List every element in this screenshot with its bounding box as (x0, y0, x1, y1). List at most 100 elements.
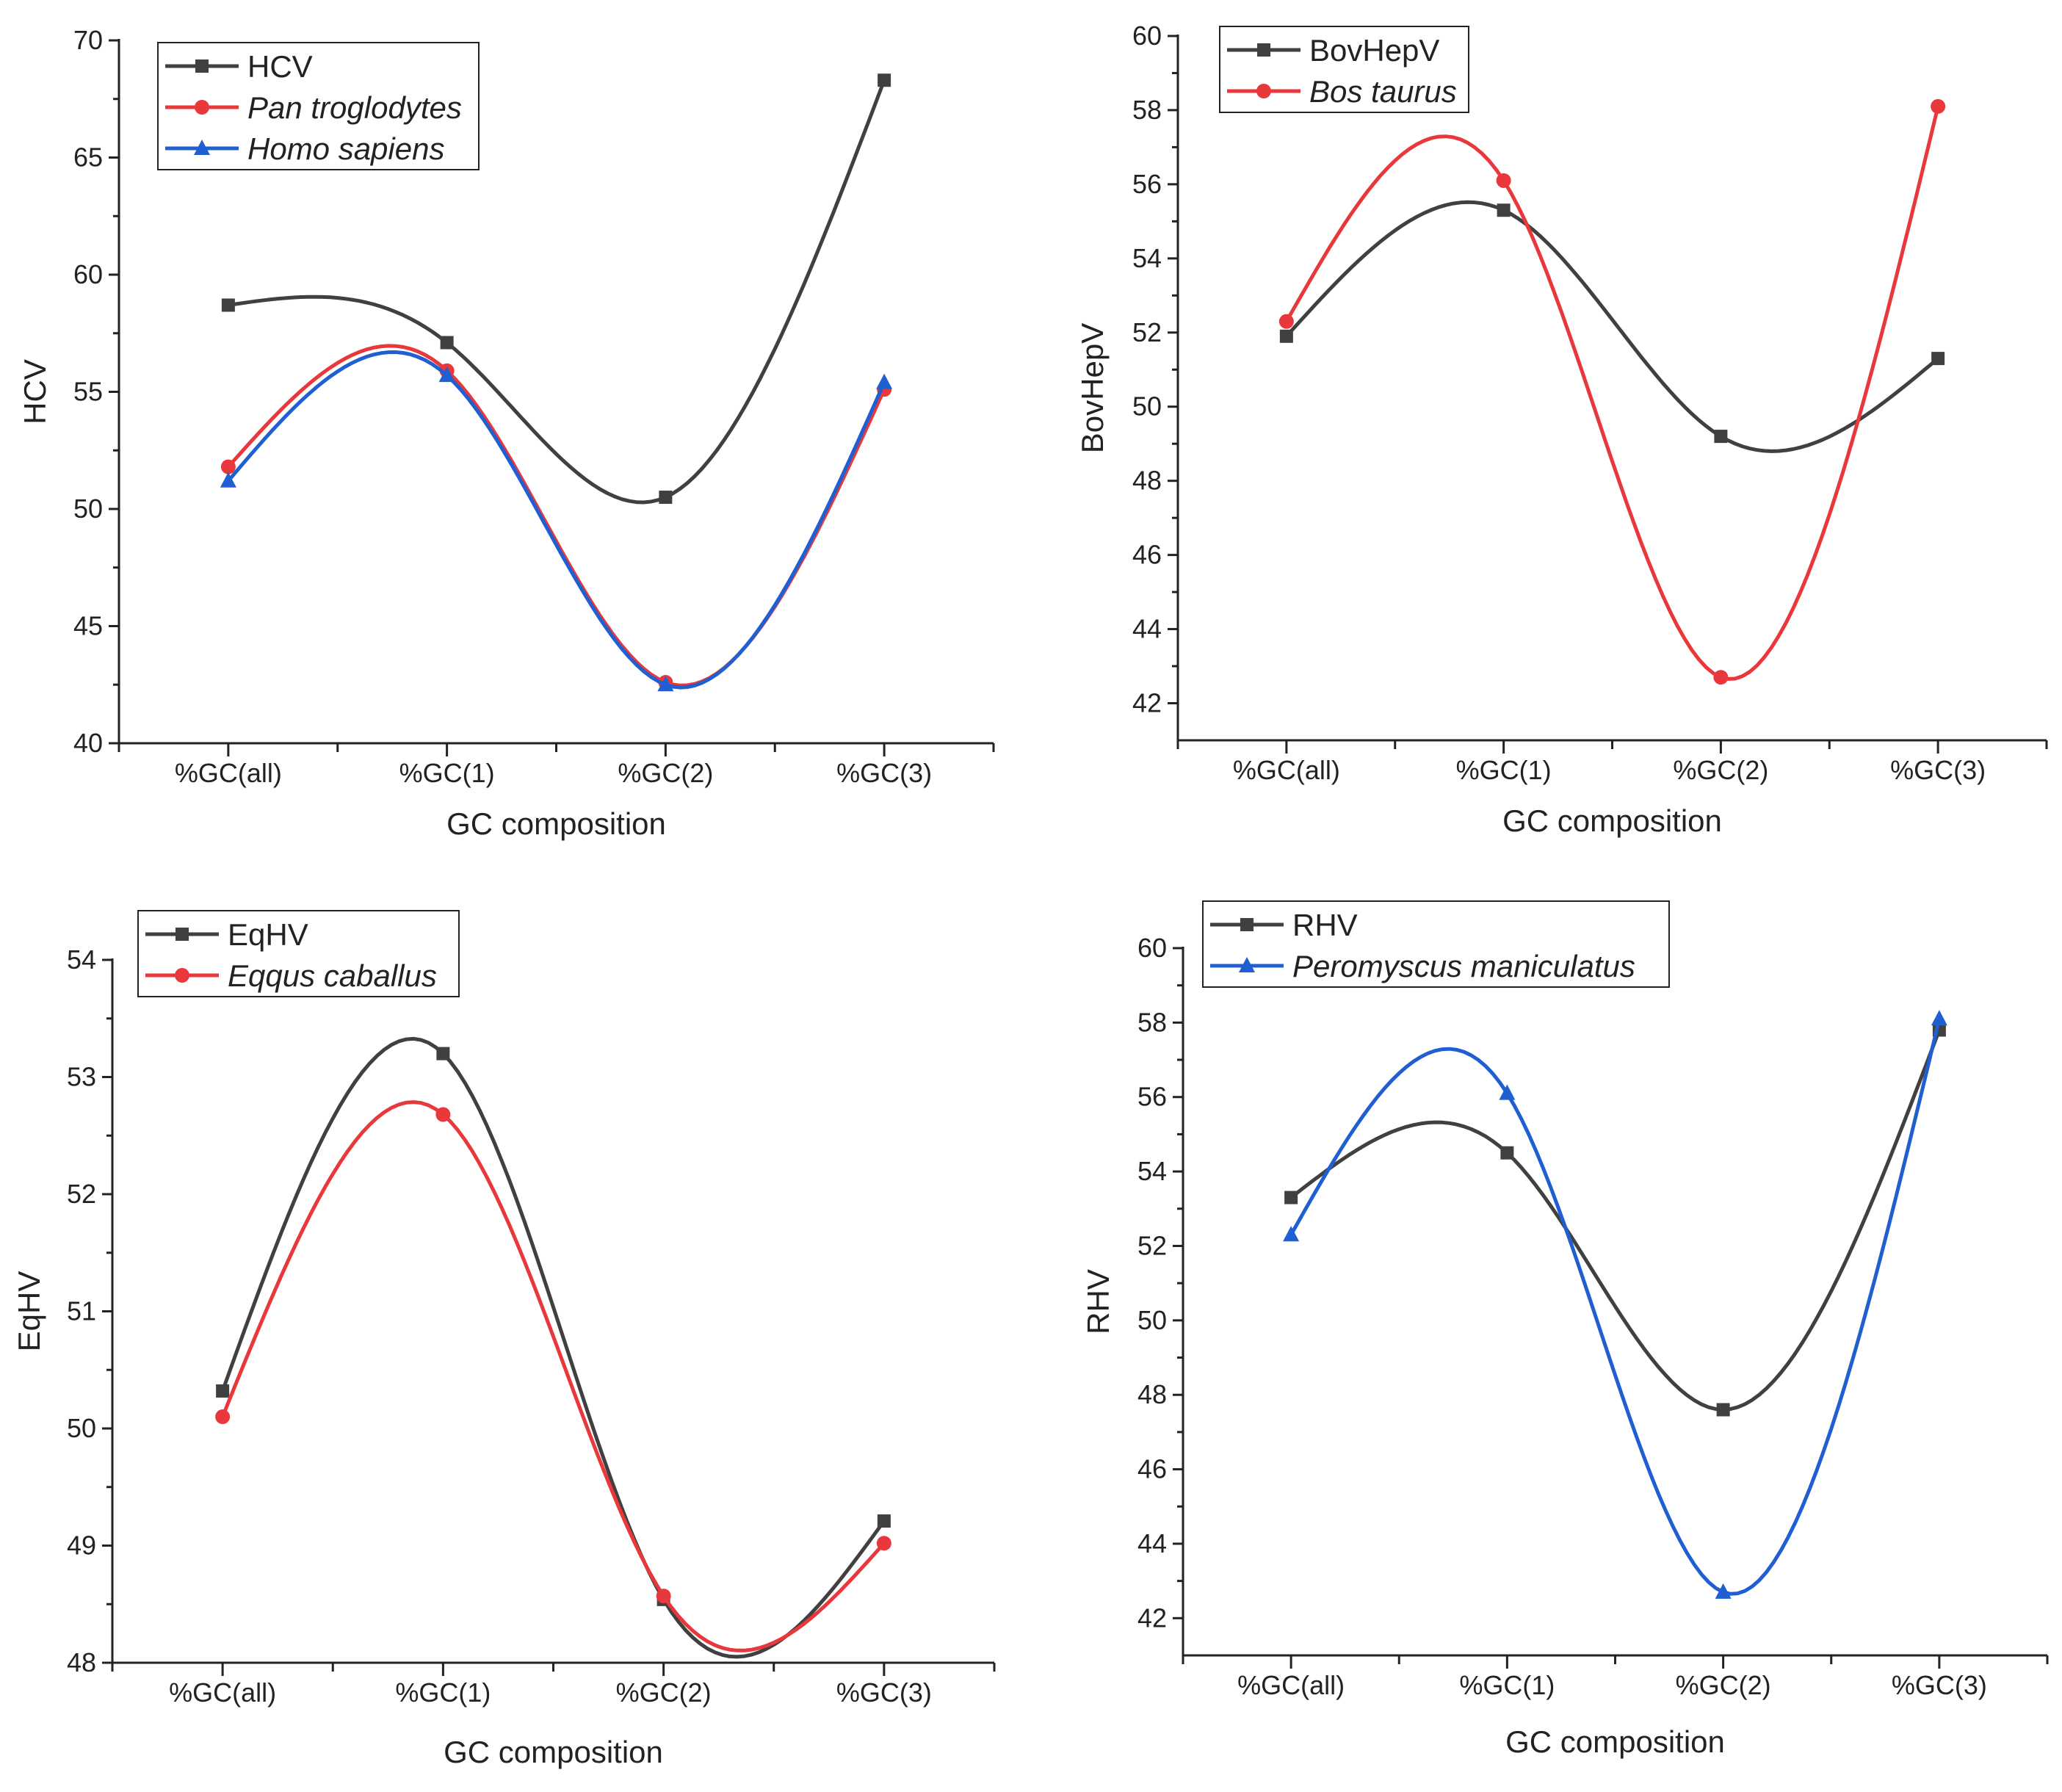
y-tick-label: 51 (67, 1296, 96, 1326)
x-tick-label: %GC(2) (618, 758, 713, 788)
legend: BovHepV Bos taurus (1219, 26, 1469, 113)
x-axis-title: GC composition (446, 806, 666, 841)
y-tick-label: 60 (73, 259, 103, 289)
y-tick-label: 49 (67, 1531, 96, 1561)
data-point-circle (876, 1536, 891, 1551)
x-tick-label: %GC(2) (1676, 1670, 1771, 1700)
data-point-triangle (220, 472, 236, 488)
y-tick-label: 58 (1137, 1007, 1167, 1037)
data-point-square (1500, 1146, 1514, 1160)
legend: HCV Pan troglodytes Homo sapiens (157, 42, 480, 170)
series-line-2 (227, 344, 886, 687)
data-point-square (216, 1384, 230, 1398)
series-line-2 (220, 1100, 886, 1652)
data-point-triangle (1715, 1583, 1732, 1599)
legend-label: Pan troglodytes (247, 90, 462, 125)
data-point-square (1931, 352, 1945, 366)
y-tick-label: 54 (1132, 243, 1162, 273)
x-tick-label: %GC(all) (169, 1677, 276, 1708)
y-tick-label: 65 (73, 142, 103, 173)
y-tick-label: 52 (1132, 317, 1162, 347)
series-line-1 (220, 1036, 886, 1659)
y-tick-label: 54 (1137, 1156, 1167, 1186)
y-axis-title: EqHV (12, 1271, 46, 1352)
y-tick-label: 70 (73, 25, 103, 55)
data-point-square (1279, 329, 1293, 343)
legend-marker-circle (1256, 84, 1271, 98)
x-tick-label: %GC(3) (836, 1677, 932, 1708)
legend-marker-triangle (194, 140, 210, 155)
series-line-1 (228, 79, 886, 505)
legend-label: Eqqus caballus (228, 958, 437, 993)
series-line-2 (1289, 1018, 1942, 1596)
x-tick-label: %GC(all) (1233, 755, 1340, 785)
series-line-1 (1289, 1029, 1942, 1412)
data-point-square (1497, 203, 1511, 217)
y-tick-label: 56 (1137, 1082, 1167, 1112)
x-tick-label: %GC(all) (1237, 1670, 1345, 1700)
data-point-circle (1931, 98, 1946, 114)
legend-marker-circle (195, 100, 209, 115)
data-point-square (659, 491, 673, 505)
x-tick-label: %GC(3) (1892, 1670, 1987, 1700)
data-point-circle (1713, 670, 1729, 685)
data-point-square (436, 1047, 450, 1061)
x-tick-label: %GC(1) (1459, 1670, 1555, 1700)
y-tick-label: 48 (67, 1647, 96, 1677)
y-tick-label: 44 (1137, 1528, 1167, 1558)
y-tick-label: 42 (1132, 688, 1162, 718)
y-axis-title: HCV (18, 359, 52, 424)
y-tick-label: 53 (67, 1062, 96, 1092)
data-point-circle (435, 1107, 451, 1122)
y-tick-label: 50 (1132, 391, 1162, 422)
y-tick-label: 60 (1137, 933, 1167, 963)
y-tick-label: 46 (1132, 540, 1162, 570)
legend-box (137, 910, 460, 997)
y-tick-label: 42 (1137, 1603, 1167, 1633)
legend-label: EqHV (228, 917, 308, 952)
y-tick-label: 54 (67, 944, 96, 975)
data-point-square (1284, 1191, 1298, 1204)
data-point-square (1714, 430, 1728, 444)
data-point-triangle (438, 366, 455, 383)
legend-label: Homo sapiens (247, 131, 444, 166)
y-tick-label: 50 (67, 1413, 96, 1443)
y-tick-label: 46 (1137, 1454, 1167, 1484)
legend-label: RHV (1292, 908, 1358, 942)
legend-marker-square (1257, 43, 1270, 57)
y-axis-title: RHV (1081, 1269, 1115, 1334)
x-tick-label: %GC(3) (836, 758, 932, 788)
x-axis-title: GC composition (444, 1735, 663, 1769)
legend-label: Bos taurus (1309, 74, 1457, 109)
data-point-circle (1496, 173, 1511, 188)
legend-box (1202, 900, 1670, 988)
legend-marker-square (1240, 918, 1254, 931)
x-tick-label: %GC(1) (399, 758, 495, 788)
legend-marker-triangle (1239, 957, 1255, 972)
data-point-triangle (876, 373, 893, 389)
y-tick-label: 56 (1132, 169, 1162, 199)
data-point-square (1716, 1403, 1730, 1417)
data-point-triangle (1499, 1084, 1516, 1100)
legend-label: BovHepV (1309, 33, 1439, 68)
data-point-circle (656, 1589, 671, 1604)
x-tick-label: %GC(2) (1673, 755, 1768, 785)
legend-label: HCV (247, 49, 313, 84)
x-tick-label: %GC(2) (616, 1677, 712, 1708)
data-point-triangle (1283, 1226, 1300, 1242)
x-axis-title: GC composition (1502, 803, 1722, 838)
chart-panel-3: 48 49 50 51 52 53 54 %GC(all) %GC(1) %GC(2) %GC(3)… (12, 910, 996, 1769)
legend: RHV Peromyscus maniculatus (1202, 900, 1670, 988)
series-line-2 (1284, 106, 1940, 681)
legend: EqHV Eqqus caballus (137, 910, 460, 997)
series-line-3 (226, 350, 886, 690)
legend-marker-square (176, 928, 189, 941)
y-tick-label: 45 (73, 611, 103, 641)
y-axis-title: BovHepV (1075, 323, 1110, 453)
data-point-triangle (1931, 1010, 1947, 1026)
chart-panel-1: 40 45 50 55 60 65 70 %GC(all) %GC(1) %GC(2) %GC(3)… (18, 25, 995, 841)
y-tick-label: 50 (1137, 1305, 1167, 1335)
y-tick-label: 50 (73, 494, 103, 524)
data-point-circle (1278, 314, 1294, 329)
